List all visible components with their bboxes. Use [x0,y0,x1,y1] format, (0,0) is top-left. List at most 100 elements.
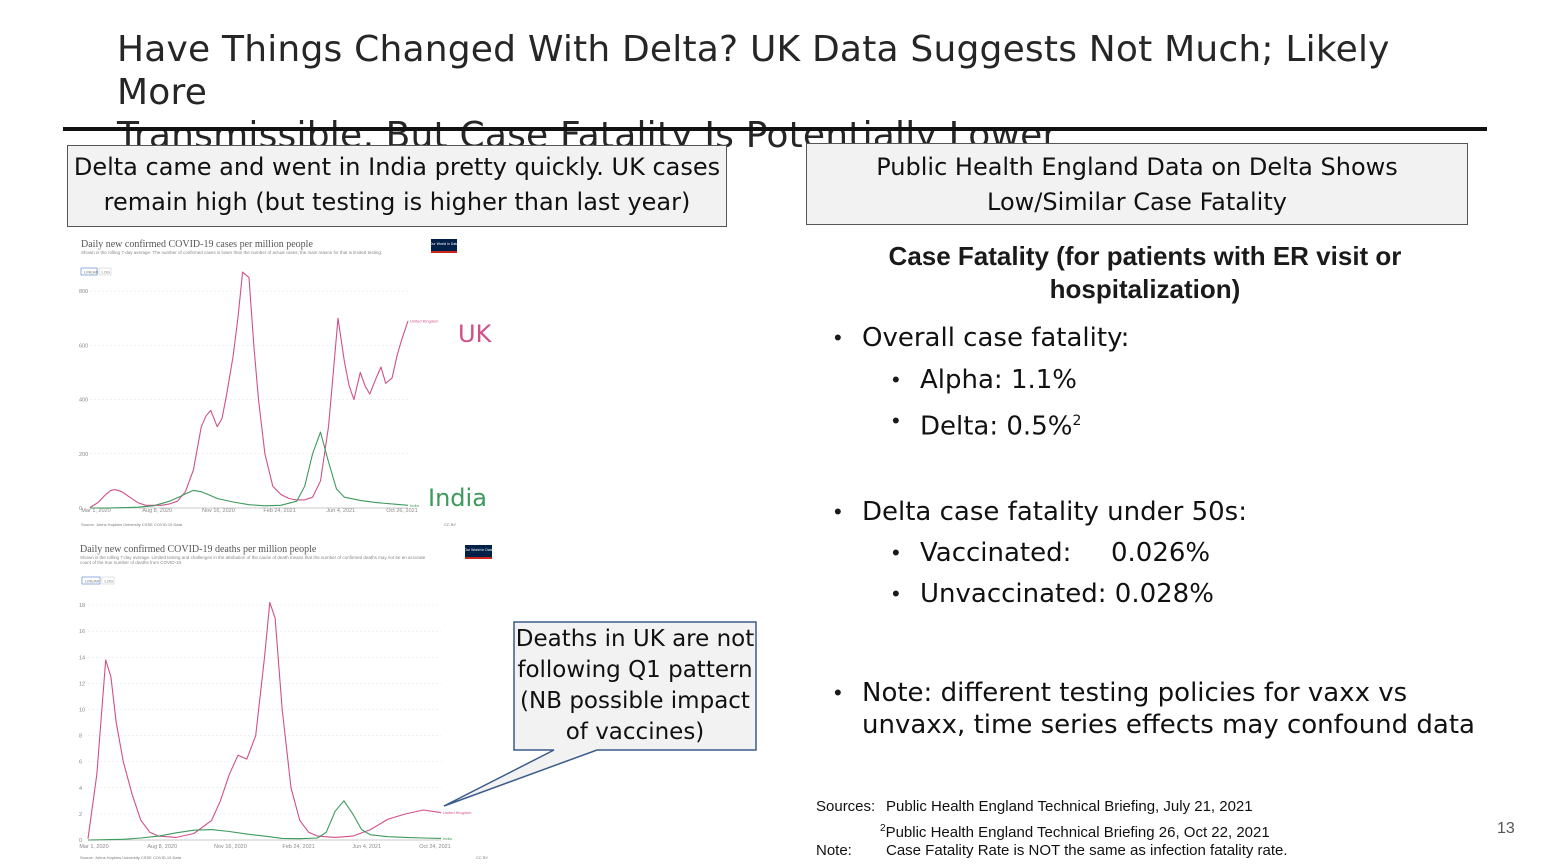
series-line-india [87,800,442,841]
y-tick-label: 18 [79,603,85,609]
callout-line-4: of vaccines) [565,719,705,745]
x-tick-label: Oct 24, 2021 [419,844,451,850]
owid-logo-box [431,239,457,253]
x-tick-label: Mar 1, 2020 [79,844,108,850]
linear-toggle[interactable] [80,267,98,276]
callout-shape [443,621,757,807]
x-tick-label: Jun 4, 2021 [326,508,355,514]
slide-title: Have Things Changed With Delta? UK Data … [117,28,1417,157]
bullet-dot: • [892,367,900,392]
linear-toggle[interactable] [81,576,101,585]
cases-chart-source: Source: Johns Hopkins University CSSE CO… [81,522,183,527]
y-tick-label: 8 [79,734,82,740]
callout-line-2: following Q1 pattern [517,657,753,683]
owid-logo: Our World in Data [464,545,493,559]
delta-fatality-text: Delta: 0.5% [920,411,1073,442]
case-fatality-heading-line-1: Case Fatality (for patients with ER visi… [888,241,1402,271]
y-tick-label: 800 [79,289,88,295]
source-row-1: Sources: Public Health England Technical… [816,796,1376,818]
owid-logo-stripe [431,251,457,253]
bullet-dot: • [892,581,900,606]
overall-case-fatality: Overall case fatality: [862,323,1130,353]
source-1: Public Health England Technical Briefing… [886,798,1253,815]
delta-footnote-marker: 2 [1072,413,1082,429]
cases-chart-subtitle: Shown is the rolling 7-day average. The … [81,250,383,255]
vaccinated-value: 0.026% [1111,538,1211,568]
callout-line-1: Deaths in UK are not [515,626,755,652]
alpha-fatality: Alpha: 1.1% [920,365,1078,395]
y-tick-label: 600 [79,343,88,349]
owid-logo: Our World in Data [430,239,459,253]
series-end-label: United Kingdom [443,810,472,815]
x-tick-label: Aug 8, 2020 [147,844,177,850]
deaths-chart: Daily new confirmed COVID-19 deaths per … [76,540,496,862]
vaccinated-label: Vaccinated: [920,538,1072,568]
cases-chart-svg: Daily new confirmed COVID-19 cases per m… [79,239,459,527]
cases-scale-toggle: LINEAR LOG [80,267,112,276]
cases-chart-title: Daily new confirmed COVID-19 cases per m… [81,239,313,250]
deaths-chart-subtitle: Shown is the rolling 7-day average. Limi… [80,555,426,565]
source-2: 2Public Health England Technical Briefin… [880,818,1270,844]
x-tick-label: Nov 16, 2020 [214,844,247,850]
y-tick-label: 6 [79,760,82,766]
summary-line-2: remain high (but testing is higher than … [103,188,691,216]
case-fatality-heading: Case Fatality (for patients with ER visi… [840,240,1450,306]
under-50s-case-fatality: Delta case fatality under 50s: [862,497,1247,527]
source-row-2: 2Public Health England Technical Briefin… [816,818,1376,841]
india-series-annotation: India [428,484,487,512]
x-tick-label: Jun 4, 2021 [352,844,381,850]
series-end-label: India [443,836,452,841]
bullet-dot: • [834,680,842,705]
log-toggle-label: LOG [105,579,113,584]
x-tick-label: Nov 16, 2020 [202,508,235,514]
deaths-scale-toggle: LINEAR LOG [81,576,115,585]
sources-label: Sources: [816,798,876,815]
owid-logo-text: Our World in Data [430,242,459,246]
x-tick-label: Oct 26, 2021 [386,508,418,514]
bullet-dot: • [892,408,900,433]
series-line-united-kingdom [89,271,409,508]
phe-header-line-2: Low/Similar Case Fatality [987,188,1287,216]
log-toggle[interactable] [98,267,112,276]
deaths-chart-svg: Daily new confirmed COVID-19 deaths per … [79,544,493,860]
testing-note-line-1: Note: different testing policies for vax… [862,678,1408,708]
cases-chart-license: CC BY [444,522,457,527]
owid-logo-text: Our World in Data [464,548,493,552]
y-tick-label: 4 [79,786,82,792]
series-line-india [90,431,409,509]
cases-plot-area: 0 200 400 600 800 Mar 1, 2020 Aug 8, 2020 Nov 1… [79,271,439,514]
x-tick-label: Feb 24, 2021 [282,844,314,850]
testing-note-line-2: unvaxx, time series effects may confound… [862,710,1475,740]
sources-footnote: Sources: Public Health England Technical… [816,796,1376,862]
x-tick-label: Feb 24, 2021 [263,508,295,514]
source-2-text: Public Health England Technical Briefing… [885,824,1270,841]
case-fatality-heading-line-2: hospitalization) [1049,274,1241,304]
bullet-dot: • [834,325,842,350]
owid-logo-box [465,545,492,559]
slide-title-line-1: Have Things Changed With Delta? UK Data … [117,29,1390,113]
phe-header-line-1: Public Health England Data on Delta Show… [876,153,1398,181]
x-tick-label: Aug 8, 2020 [142,508,172,514]
deaths-plot-area: 0 2 4 6 8 10 12 14 16 18 Mar 1, 2020 Aug 8, 2020 Nov… [79,601,472,850]
y-tick-label: 400 [79,398,88,404]
series-end-label: United Kingdom [410,318,439,323]
deaths-chart-source: Source: Johns Hopkins University CSSE CO… [80,855,182,860]
uk-series-annotation: UK [458,320,492,348]
y-tick-label: 10 [79,707,85,713]
india-uk-summary-box: Delta came and went in India pretty quic… [67,145,727,227]
cases-chart: Daily new confirmed COVID-19 cases per m… [76,234,496,530]
owid-logo-stripe [465,557,492,559]
linear-toggle-label: LINEAR [84,270,99,275]
bullet-dot: • [834,499,842,524]
title-divider [63,127,1487,131]
series-line-united-kingdom [87,601,442,839]
series-end-label: India [410,503,419,508]
log-toggle[interactable] [101,576,115,585]
y-tick-label: 0 [79,838,82,844]
x-tick-label: Mar 1, 2020 [81,508,110,514]
callout-line-3: (NB possible impact [520,688,750,714]
phe-header-box: Public Health England Data on Delta Show… [806,143,1468,225]
deaths-chart-title: Daily new confirmed COVID-19 deaths per … [80,544,317,555]
deaths-chart-license: CC BY [476,855,489,860]
y-tick-label: 14 [79,655,85,661]
